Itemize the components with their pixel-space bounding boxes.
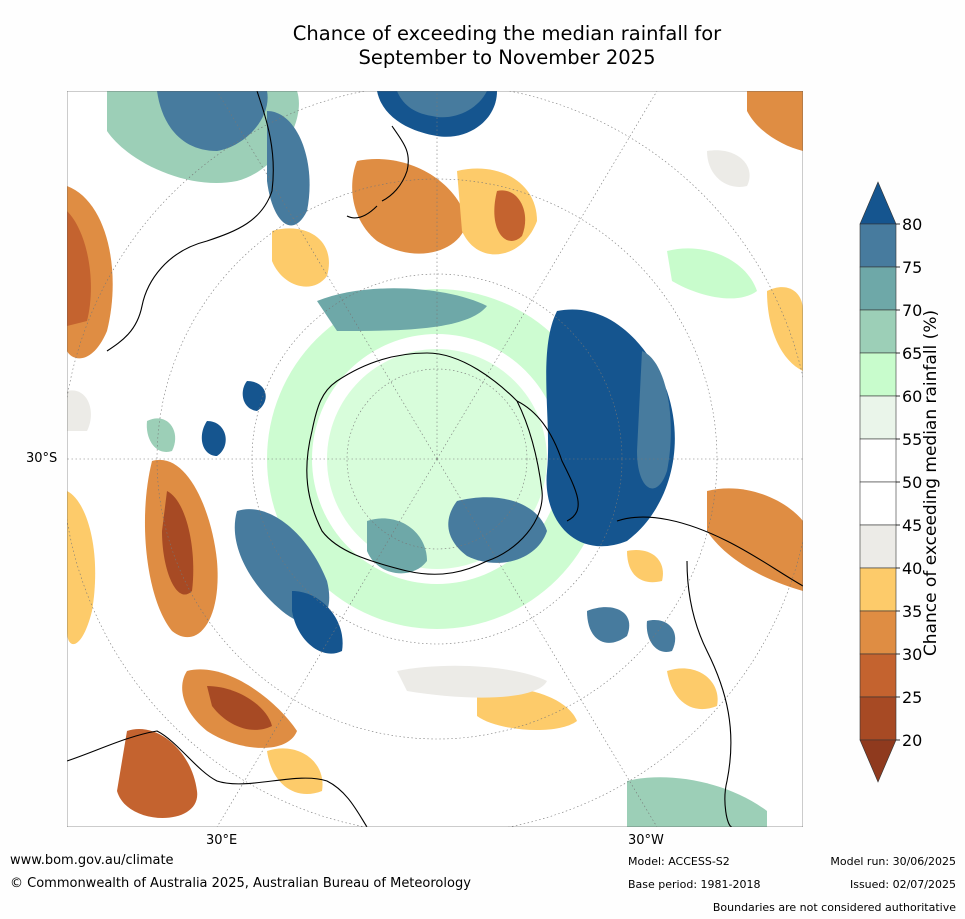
- issued-text: Issued: 02/07/2025: [849, 878, 956, 891]
- colorbar-arrow-top: [859, 181, 897, 225]
- colorbar-band: [859, 653, 897, 698]
- colorbar-band: [859, 610, 897, 655]
- graticule: [67, 91, 803, 827]
- rainfall-map: [66, 90, 804, 828]
- lon-label-30w: 30°W: [628, 833, 664, 848]
- title-line-1: Chance of exceeding the median rainfall …: [292, 22, 722, 45]
- colorbar-band: [859, 567, 897, 612]
- colorbar-band: [859, 266, 897, 311]
- colorbar-tick-label: 55: [902, 430, 922, 449]
- colorbar-tick-label: 35: [902, 602, 922, 621]
- colorbar-band: [859, 395, 897, 440]
- antarctic-peninsula: [516, 400, 579, 522]
- coastlines: [67, 91, 803, 827]
- colorbar-tick-label: 25: [902, 688, 922, 707]
- colorbar-tick-label: 65: [902, 344, 922, 363]
- africa-coast: [67, 730, 368, 827]
- colorbar-band: [859, 352, 897, 397]
- south-america-east: [686, 560, 733, 827]
- colorbar: 80 75 70 65 60 55 50 45 40 35 30 25 20: [850, 178, 960, 788]
- australia-coast: [106, 91, 274, 352]
- base-period-text: Base period: 1981-2018: [628, 878, 761, 891]
- copyright-text: © Commonwealth of Australia 2025, Austra…: [10, 876, 471, 891]
- website-link[interactable]: www.bom.gov.au/climate: [10, 853, 174, 868]
- south-america-coast: [616, 516, 803, 587]
- colorbar-tick-label: 30: [902, 645, 922, 664]
- colorbar-svg: 80 75 70 65 60 55 50 45 40 35 30 25 20: [859, 181, 922, 783]
- colorbar-band: [859, 309, 897, 354]
- lat-label-30s: 30°S: [26, 451, 58, 466]
- antarctica-coast: [306, 352, 543, 575]
- colorbar-band: [859, 481, 897, 526]
- new-zealand-north: [381, 125, 409, 202]
- colorbar-tick-label: 20: [902, 731, 922, 750]
- colorbar-band: [859, 223, 897, 268]
- disclaimer-text: Boundaries are not considered authoritat…: [712, 901, 956, 914]
- colorbar-band: [859, 524, 897, 569]
- colorbar-tick-label: 75: [902, 258, 922, 277]
- neutral-regions: [67, 150, 750, 698]
- wetter-regions: [107, 91, 767, 827]
- title-line-2: September to November 2025: [358, 46, 656, 69]
- colorbar-tick-label: 80: [902, 215, 922, 234]
- colorbar-band: [859, 696, 897, 741]
- colorbar-title: Chance of exceeding median rainfall (%): [921, 309, 941, 657]
- colorbar-tick-label: 45: [902, 516, 922, 535]
- colorbar-arrow-bottom: [859, 739, 897, 783]
- colorbar-tick-label: 50: [902, 473, 922, 492]
- colorbar-band: [859, 438, 897, 483]
- lon-label-30e: 30°E: [206, 833, 238, 848]
- new-zealand-south: [346, 205, 378, 219]
- colorbar-tick-label: 70: [902, 301, 922, 320]
- model-text: Model: ACCESS-S2: [628, 855, 730, 868]
- colorbar-tick-label: 40: [902, 559, 922, 578]
- colorbar-tick-label: 60: [902, 387, 922, 406]
- map-canvas: [66, 90, 804, 828]
- model-run-text: Model run: 30/06/2025: [830, 855, 956, 868]
- map-title: Chance of exceeding the median rainfall …: [0, 22, 965, 70]
